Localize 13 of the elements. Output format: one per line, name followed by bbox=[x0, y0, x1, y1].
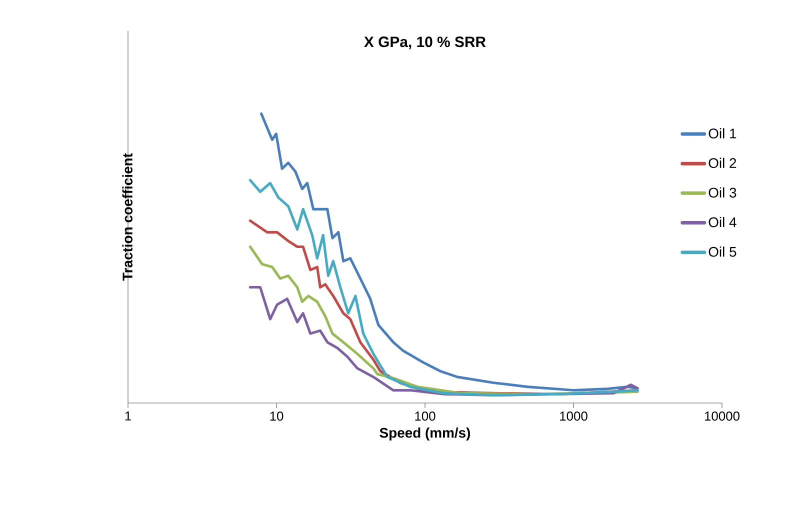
y-axis-title: Traction coefficient bbox=[122, 153, 132, 281]
x-axis-title: Speed (mm/s) bbox=[380, 428, 470, 441]
chart-title: X GPa, 10 % SRR bbox=[364, 36, 486, 50]
legend-label: Oil 5 bbox=[708, 246, 736, 257]
x-tick-label: 10 bbox=[270, 412, 284, 421]
legend-label: Oil 4 bbox=[708, 216, 736, 228]
x-tick-label: 100 bbox=[415, 412, 436, 421]
x-tick-label: 1 bbox=[125, 412, 131, 420]
legend-label: Oil 2 bbox=[708, 158, 736, 168]
x-tick-label: 10000 bbox=[704, 412, 740, 421]
x-tick-label: 1000 bbox=[560, 412, 588, 421]
legend-label: Oil 3 bbox=[708, 187, 736, 198]
legend-label: Oil 1 bbox=[708, 128, 736, 138]
